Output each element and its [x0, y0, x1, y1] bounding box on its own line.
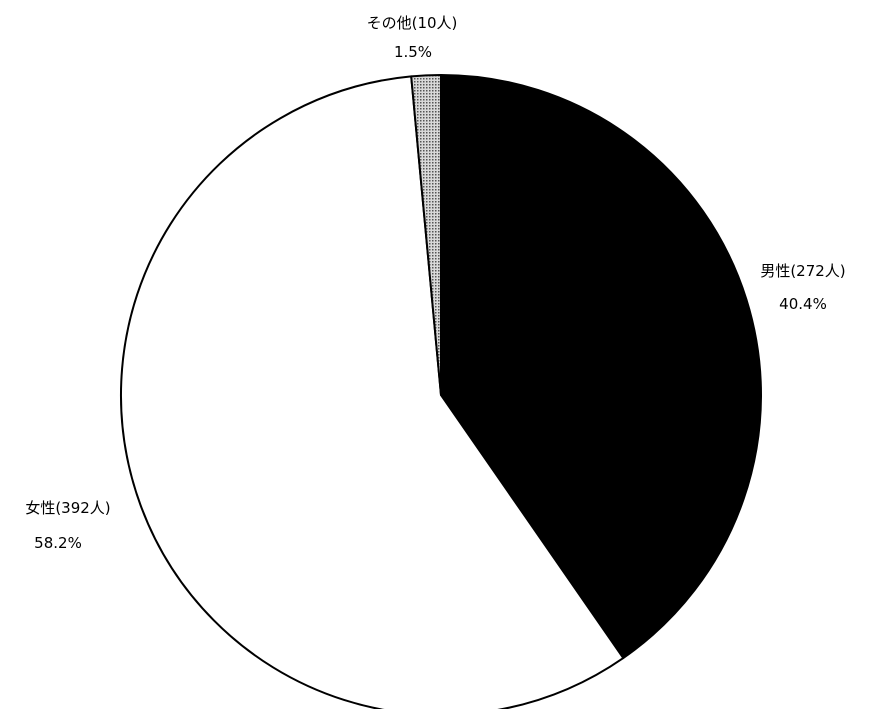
pie-slices	[120, 74, 762, 709]
pie-slice-male	[440, 74, 762, 660]
pie-slice-female	[120, 75, 625, 709]
pie-slice-other	[410, 74, 442, 396]
slice-label-other: その他(10人)	[367, 14, 458, 32]
slice-percent-female: 58.2%	[34, 534, 82, 552]
slice-label-female: 女性(392人)	[25, 499, 110, 517]
slice-percent-other: 1.5%	[394, 43, 432, 61]
slice-label-male: 男性(272人)	[760, 262, 845, 280]
slice-percent-male: 40.4%	[779, 295, 827, 313]
